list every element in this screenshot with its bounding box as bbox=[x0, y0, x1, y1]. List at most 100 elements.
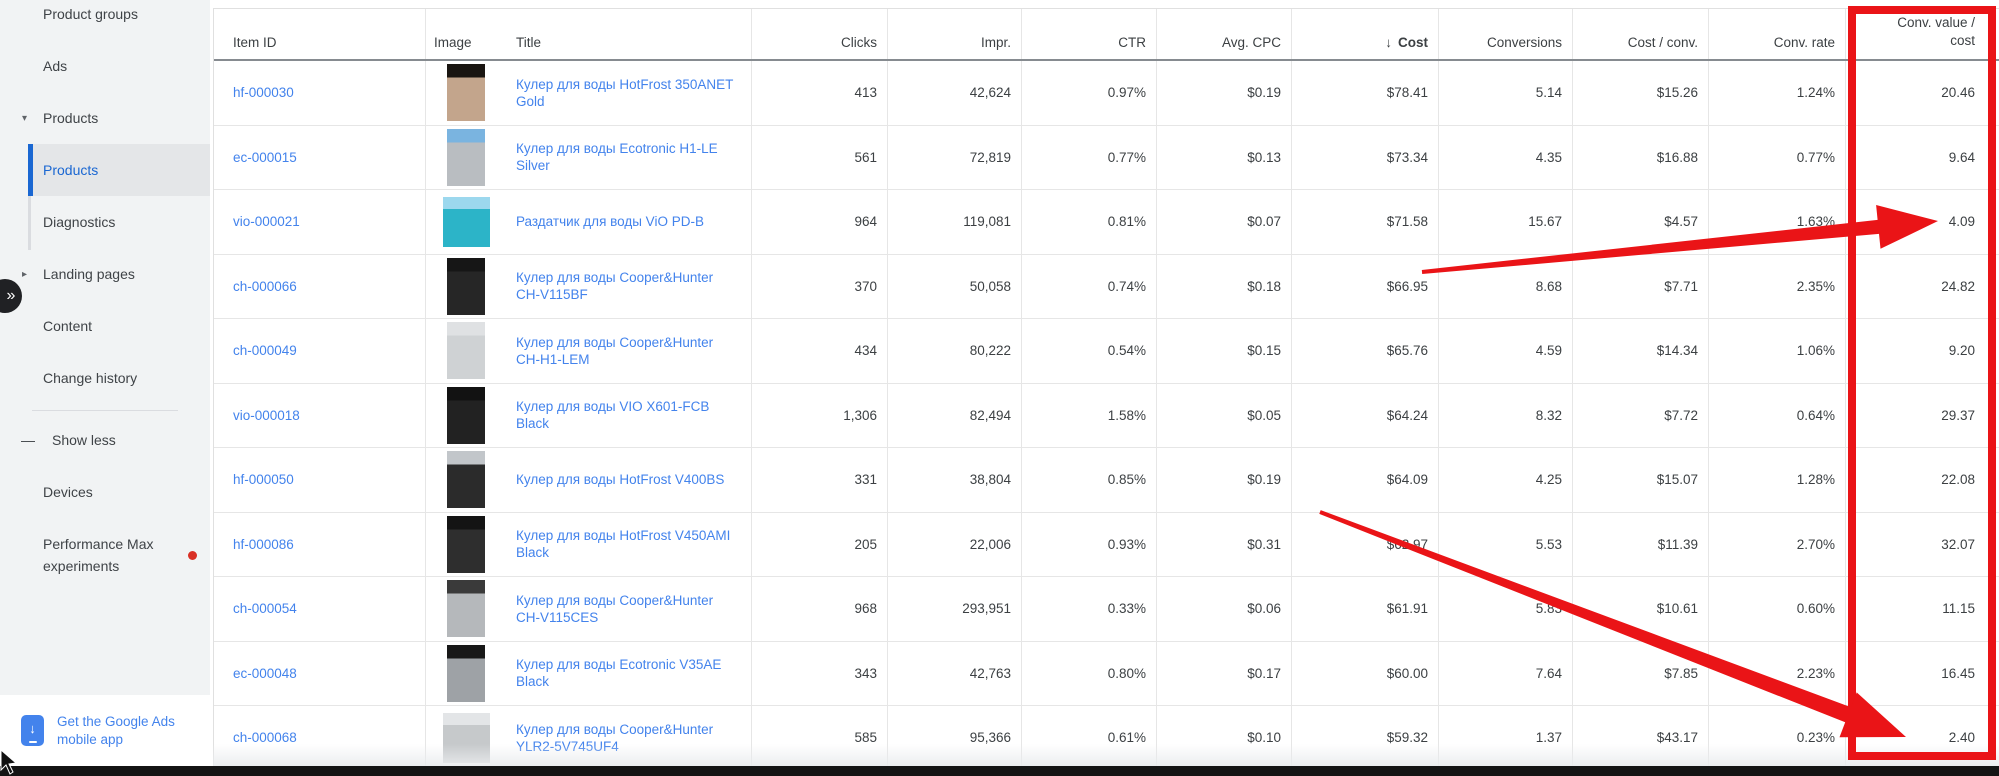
item-id-link[interactable]: hf-000086 bbox=[233, 536, 294, 552]
col-header-impr[interactable]: Impr. bbox=[887, 9, 1021, 59]
product-title-link[interactable]: Кулер для воды Cooper&Hunter CH-V115CES bbox=[516, 592, 714, 625]
conversions-cell: 5.14 bbox=[1438, 61, 1572, 125]
item-id-cell: ch-000068 bbox=[214, 706, 425, 770]
item-id-link[interactable]: hf-000050 bbox=[233, 472, 294, 488]
item-id-cell: vio-000021 bbox=[214, 190, 425, 254]
item-id-link[interactable]: vio-000018 bbox=[233, 407, 300, 423]
clicks-cell: 964 bbox=[751, 190, 887, 254]
product-title-link[interactable]: Кулер для воды HotFrost 350ANET Gold bbox=[516, 76, 734, 109]
cost-cell: $66.95 bbox=[1291, 254, 1438, 318]
table-row: ec-000048 Кулер для воды Ecotronic V35AE… bbox=[214, 641, 1999, 706]
sidebar-item-ads[interactable]: Ads bbox=[43, 58, 68, 74]
clicks-cell: 585 bbox=[751, 706, 887, 770]
sidebar-divider bbox=[32, 410, 178, 411]
product-image bbox=[447, 644, 485, 702]
avg-cpc-cell: $0.17 bbox=[1156, 641, 1291, 705]
title-cell: Кулер для воды Cooper&Hunter YLR2-5V745U… bbox=[506, 706, 751, 770]
item-id-link[interactable]: ec-000048 bbox=[233, 665, 297, 681]
col-header-conv-rate[interactable]: Conv. rate bbox=[1708, 9, 1845, 59]
sidebar-item-landing-pages[interactable]: ▸ Landing pages bbox=[0, 248, 210, 300]
product-title-link[interactable]: Раздатчик для воды ViO PD-B bbox=[516, 214, 704, 230]
col-header-item-id[interactable]: Item ID bbox=[233, 35, 277, 50]
table-row: ch-000049 Кулер для воды Cooper&Hunter C… bbox=[214, 319, 1999, 384]
cost-per-conv-cell: $43.17 bbox=[1572, 706, 1708, 770]
ctr-cell: 0.93% bbox=[1021, 512, 1156, 576]
title-cell: Кулер для воды HotFrost V400BS bbox=[506, 448, 751, 512]
col-header-cost[interactable]: ↓ Cost bbox=[1291, 9, 1438, 59]
col-header-image[interactable]: Image bbox=[425, 9, 506, 59]
table-header-row: Item ID Image Title Clicks Impr. CTR Avg… bbox=[214, 9, 1999, 61]
impr-cell: 42,624 bbox=[887, 61, 1021, 125]
conv-value-cost-cell: 11.15 bbox=[1845, 577, 1999, 641]
conversions-cell: 7.64 bbox=[1438, 641, 1572, 705]
col-header-conv-value-cost[interactable]: Conv. value / cost bbox=[1845, 9, 1999, 59]
product-title-link[interactable]: Кулер для воды HotFrost V400BS bbox=[516, 472, 725, 488]
mobile-app-promo-link[interactable]: ↓ Get the Google Ads mobile app bbox=[0, 695, 210, 766]
ctr-cell: 0.80% bbox=[1021, 641, 1156, 705]
cost-per-conv-cell: $15.26 bbox=[1572, 61, 1708, 125]
show-less-button[interactable]: — Show less bbox=[0, 414, 210, 466]
table-row: ch-000054 Кулер для воды Cooper&Hunter C… bbox=[214, 577, 1999, 642]
sidebar-item-content[interactable]: Content bbox=[43, 318, 93, 334]
item-id-link[interactable]: ec-000015 bbox=[233, 149, 297, 165]
item-id-link[interactable]: ch-000054 bbox=[233, 601, 297, 617]
image-cell bbox=[425, 254, 506, 318]
cost-per-conv-cell: $11.39 bbox=[1572, 512, 1708, 576]
image-cell bbox=[425, 61, 506, 125]
col-header-clicks[interactable]: Clicks bbox=[751, 9, 887, 59]
sidebar-item-devices[interactable]: Devices bbox=[43, 484, 93, 500]
avg-cpc-cell: $0.06 bbox=[1156, 577, 1291, 641]
product-title-link[interactable]: Кулер для воды HotFrost V450AMI Black bbox=[516, 528, 731, 561]
product-image bbox=[447, 322, 485, 380]
subnav-tree-line bbox=[28, 144, 31, 250]
minus-icon: — bbox=[21, 432, 35, 448]
cost-cell: $61.91 bbox=[1291, 577, 1438, 641]
product-title-link[interactable]: Кулер для воды Cooper&Hunter CH-V115BF bbox=[516, 270, 714, 303]
product-image bbox=[442, 712, 490, 763]
impr-cell: 95,366 bbox=[887, 706, 1021, 770]
item-id-link[interactable]: ch-000066 bbox=[233, 278, 297, 294]
conv-rate-cell: 1.28% bbox=[1708, 448, 1845, 512]
table-row: ch-000066 Кулер для воды Cooper&Hunter C… bbox=[214, 254, 1999, 319]
image-cell bbox=[425, 125, 506, 189]
item-id-link[interactable]: ch-000049 bbox=[233, 343, 297, 359]
item-id-link[interactable]: hf-000030 bbox=[233, 85, 294, 101]
sidebar-item-diagnostics[interactable]: Diagnostics bbox=[43, 214, 116, 230]
sidebar-item-performance-max-experiments[interactable]: Performance Max experiments bbox=[43, 536, 154, 574]
product-title-link[interactable]: Кулер для воды Cooper&Hunter CH-H1-LEM bbox=[516, 334, 714, 367]
clicks-cell: 1,306 bbox=[751, 383, 887, 447]
sidebar-item-product-groups[interactable]: Product groups bbox=[43, 6, 138, 22]
col-header-title[interactable]: Title bbox=[516, 35, 542, 50]
conv-rate-cell: 2.35% bbox=[1708, 254, 1845, 318]
item-id-cell: ec-000015 bbox=[214, 126, 425, 190]
impr-cell: 293,951 bbox=[887, 577, 1021, 641]
avg-cpc-cell: $0.07 bbox=[1156, 190, 1291, 254]
cost-per-conv-cell: $10.61 bbox=[1572, 577, 1708, 641]
product-title-link[interactable]: Кулер для воды Ecotronic H1-LE Silver bbox=[516, 141, 718, 174]
clicks-cell: 968 bbox=[751, 577, 887, 641]
products-table: Item ID Image Title Clicks Impr. CTR Avg… bbox=[213, 8, 1999, 771]
col-header-cost-per-conv[interactable]: Cost / conv. bbox=[1572, 9, 1708, 59]
col-header-ctr[interactable]: CTR bbox=[1021, 9, 1156, 59]
sidebar-item-products[interactable]: Products bbox=[43, 162, 99, 178]
product-title-link[interactable]: Кулер для воды Ecotronic V35AE Black bbox=[516, 657, 722, 690]
conv-value-cost-cell: 32.07 bbox=[1845, 512, 1999, 576]
product-image bbox=[447, 386, 485, 444]
sidebar-collapse-button[interactable]: » bbox=[0, 279, 22, 313]
selected-item-background bbox=[28, 144, 210, 196]
title-cell: Кулер для воды Cooper&Hunter CH-H1-LEM bbox=[506, 319, 751, 383]
avg-cpc-cell: $0.31 bbox=[1156, 512, 1291, 576]
sidebar-item-products-parent[interactable]: ▾ Products bbox=[0, 92, 210, 144]
item-id-link[interactable]: vio-000021 bbox=[233, 214, 300, 230]
product-title-link[interactable]: Кулер для воды Cooper&Hunter YLR2-5V745U… bbox=[516, 721, 714, 754]
item-id-cell: ec-000048 bbox=[214, 642, 425, 706]
col-header-conversions[interactable]: Conversions bbox=[1438, 9, 1572, 59]
item-id-link[interactable]: ch-000068 bbox=[233, 730, 297, 746]
sidebar-item-change-history[interactable]: Change history bbox=[43, 370, 138, 386]
conv-value-cost-cell: 9.64 bbox=[1845, 125, 1999, 189]
clicks-cell: 205 bbox=[751, 512, 887, 576]
product-title-link[interactable]: Кулер для воды VIO X601-FCB Black bbox=[516, 399, 710, 432]
chevron-down-icon: ▾ bbox=[22, 112, 28, 124]
title-cell: Кулер для воды Ecotronic V35AE Black bbox=[506, 642, 751, 706]
col-header-avg-cpc[interactable]: Avg. CPC bbox=[1156, 9, 1291, 59]
